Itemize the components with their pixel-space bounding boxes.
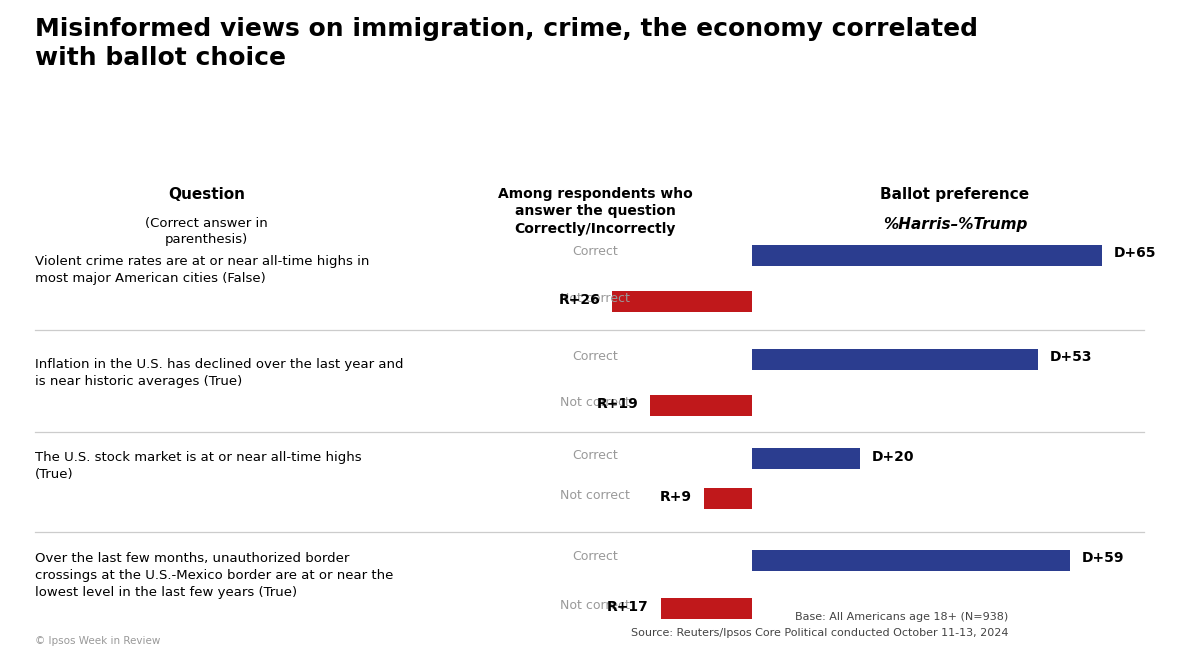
Text: D+20: D+20 [871, 450, 914, 464]
Text: Question: Question [167, 187, 245, 202]
Text: R+19: R+19 [597, 396, 638, 411]
Text: Source: Reuters/Ipsos Core Political conducted October 11-13, 2024: Source: Reuters/Ipsos Core Political con… [631, 628, 1008, 638]
Text: Base: All Americans age 18+ (N=938): Base: All Americans age 18+ (N=938) [795, 612, 1008, 622]
Text: %Harris–%Trump: %Harris–%Trump [883, 217, 1027, 232]
Text: Correct: Correct [573, 349, 618, 363]
Text: Not correct: Not correct [560, 292, 631, 305]
Text: The U.S. stock market is at or near all-time highs
(True): The U.S. stock market is at or near all-… [35, 451, 362, 481]
Text: Among respondents who
answer the question
Correctly/Incorrectly: Among respondents who answer the questio… [498, 187, 693, 235]
Text: Ballot preference: Ballot preference [881, 187, 1029, 202]
Text: R+17: R+17 [607, 599, 648, 614]
Text: Misinformed views on immigration, crime, the economy correlated
with ballot choi: Misinformed views on immigration, crime,… [35, 17, 979, 70]
Text: Correct: Correct [573, 245, 618, 259]
Text: R+9: R+9 [660, 489, 692, 504]
Text: (Correct answer in
parenthesis): (Correct answer in parenthesis) [145, 217, 268, 246]
Text: D+53: D+53 [1049, 350, 1092, 365]
Text: D+59: D+59 [1082, 551, 1125, 566]
Text: ipsos: ipsos [1059, 614, 1105, 629]
Text: D+65: D+65 [1114, 246, 1157, 261]
Text: Correct: Correct [573, 550, 618, 564]
Text: Not correct: Not correct [560, 396, 631, 409]
Text: Inflation in the U.S. has declined over the last year and
is near historic avera: Inflation in the U.S. has declined over … [35, 358, 404, 388]
Text: Violent crime rates are at or near all-time highs in
most major American cities : Violent crime rates are at or near all-t… [35, 255, 370, 285]
Text: Not correct: Not correct [560, 599, 631, 612]
Text: R+26: R+26 [559, 292, 600, 307]
Text: © Ipsos Week in Review: © Ipsos Week in Review [35, 636, 160, 646]
Text: Not correct: Not correct [560, 489, 631, 502]
Text: Over the last few months, unauthorized border
crossings at the U.S.-Mexico borde: Over the last few months, unauthorized b… [35, 552, 394, 599]
Text: Correct: Correct [573, 449, 618, 462]
